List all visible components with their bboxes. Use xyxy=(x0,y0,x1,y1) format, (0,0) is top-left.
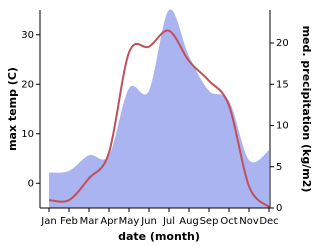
x-tick-label: Oct xyxy=(220,216,237,227)
x-tick-label: Nov xyxy=(239,216,259,227)
x-tick-label: Dec xyxy=(259,216,278,227)
x-tick-label: Feb xyxy=(60,216,78,227)
x-tick-label: Jul xyxy=(162,216,175,227)
x-tick-label: Jun xyxy=(140,216,157,227)
y2-axis-label: med. precipitation (kg/m2) xyxy=(300,26,313,193)
y-axis-label: max temp (C) xyxy=(6,67,19,151)
temp-line xyxy=(48,29,270,208)
y-tick-label: 0 xyxy=(28,178,34,189)
y2-tick-label: 15 xyxy=(276,79,289,90)
x-tick-label: Aug xyxy=(179,216,199,227)
precipitation-area xyxy=(49,9,269,209)
y2-tick-label: 5 xyxy=(276,162,282,173)
x-tick-label: Apr xyxy=(100,216,118,227)
x-tick-label: May xyxy=(119,216,140,227)
y-tick-label: 30 xyxy=(21,30,34,41)
x-axis-label: date (month) xyxy=(118,230,200,243)
y2-tick-label: 10 xyxy=(276,121,289,132)
y2-tick-label: 0 xyxy=(276,203,282,214)
x-tick-label: Jan xyxy=(40,216,56,227)
x-tick-label: Sep xyxy=(200,216,219,227)
y2-tick-label: 20 xyxy=(276,38,289,49)
y-tick-label: 10 xyxy=(21,129,34,140)
y-tick-label: 20 xyxy=(21,79,34,90)
x-tick-label: Mar xyxy=(80,216,100,227)
